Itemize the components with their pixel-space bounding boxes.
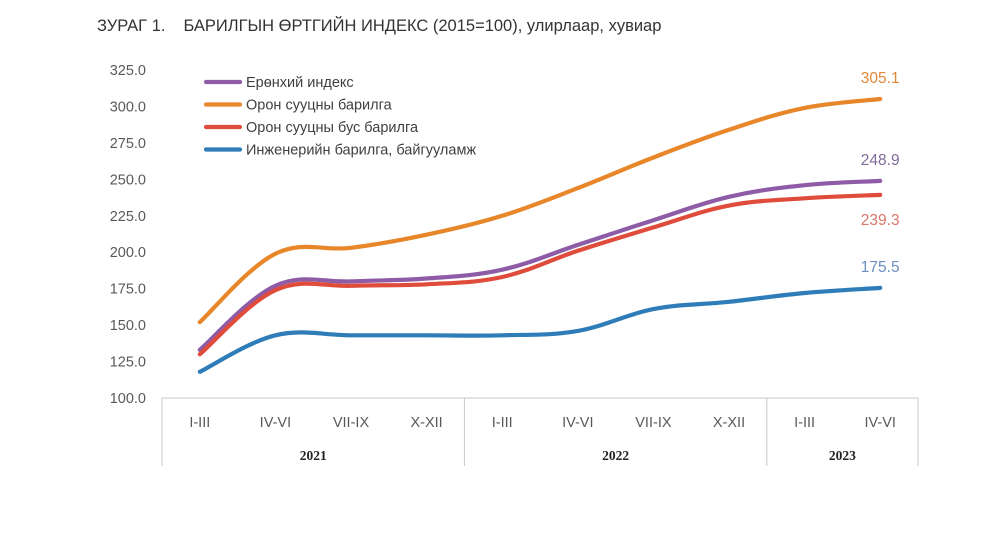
series-line [197, 192, 883, 357]
y-tick-label: 225.0 [110, 209, 146, 225]
y-axis: 100.0 125.0 150.0 175.0 200.0 225.0 250.0 275.0… [110, 63, 146, 407]
series-line [197, 96, 883, 325]
y-tick-label: 125.0 [110, 355, 146, 371]
x-category-label: IV-VI [562, 415, 593, 431]
legend-label: Орон сууцны бус барилга [246, 120, 419, 136]
x-category-label: I-III [794, 415, 815, 431]
figure-title: ЗУРАГ 1. БАРИЛГЫН ӨРТГИЙН ИНДЕКС (2015=10… [97, 17, 661, 36]
x-category-label: X-XII [410, 415, 442, 431]
x-category-label: VII-IX [333, 415, 370, 431]
year-label: 2021 [300, 448, 327, 463]
x-category-label: I-III [189, 415, 210, 431]
x-axis: I-III IV-VI VII-IX X-XII I-III IV-VI VII-IX X-X… [161, 397, 919, 466]
legend-label: Ерөнхий индекс [246, 75, 354, 91]
series-line [197, 178, 883, 352]
data-label: 175.5 [861, 259, 900, 276]
data-label: 305.1 [861, 70, 900, 87]
x-category-label: I-III [492, 415, 513, 431]
x-category-label: VII-IX [635, 415, 672, 431]
y-tick-label: 275.0 [110, 136, 146, 152]
figure-number: ЗУРАГ 1. [97, 17, 166, 35]
y-tick-label: 250.0 [110, 172, 146, 188]
legend-label: Инженерийн барилга, байгууламж [246, 143, 476, 159]
legend: Ерөнхий индекс Орон сууцны барилга Орон су… [203, 75, 476, 159]
y-tick-label: 200.0 [110, 245, 146, 261]
y-tick-label: 100.0 [110, 391, 146, 407]
data-labels: 248.9 305.1 239.3 175.5 [861, 70, 900, 276]
year-label: 2022 [602, 448, 629, 463]
figure-title-text: БАРИЛГЫН ӨРТГИЙН ИНДЕКС (2015=100), улир… [183, 17, 662, 35]
x-category-label: IV-VI [260, 415, 291, 431]
y-tick-label: 150.0 [110, 318, 146, 334]
x-category-label: X-XII [713, 415, 745, 431]
data-label: 239.3 [861, 212, 900, 229]
y-tick-label: 300.0 [110, 99, 146, 115]
x-category-label: IV-VI [864, 415, 895, 431]
y-tick-label: 175.0 [110, 282, 146, 298]
series-lines [197, 96, 883, 374]
y-tick-label: 325.0 [110, 63, 146, 79]
year-label: 2023 [829, 448, 856, 463]
legend-label: Орон сууцны барилга [246, 98, 393, 114]
data-label: 248.9 [861, 152, 900, 169]
series-line [197, 285, 883, 374]
